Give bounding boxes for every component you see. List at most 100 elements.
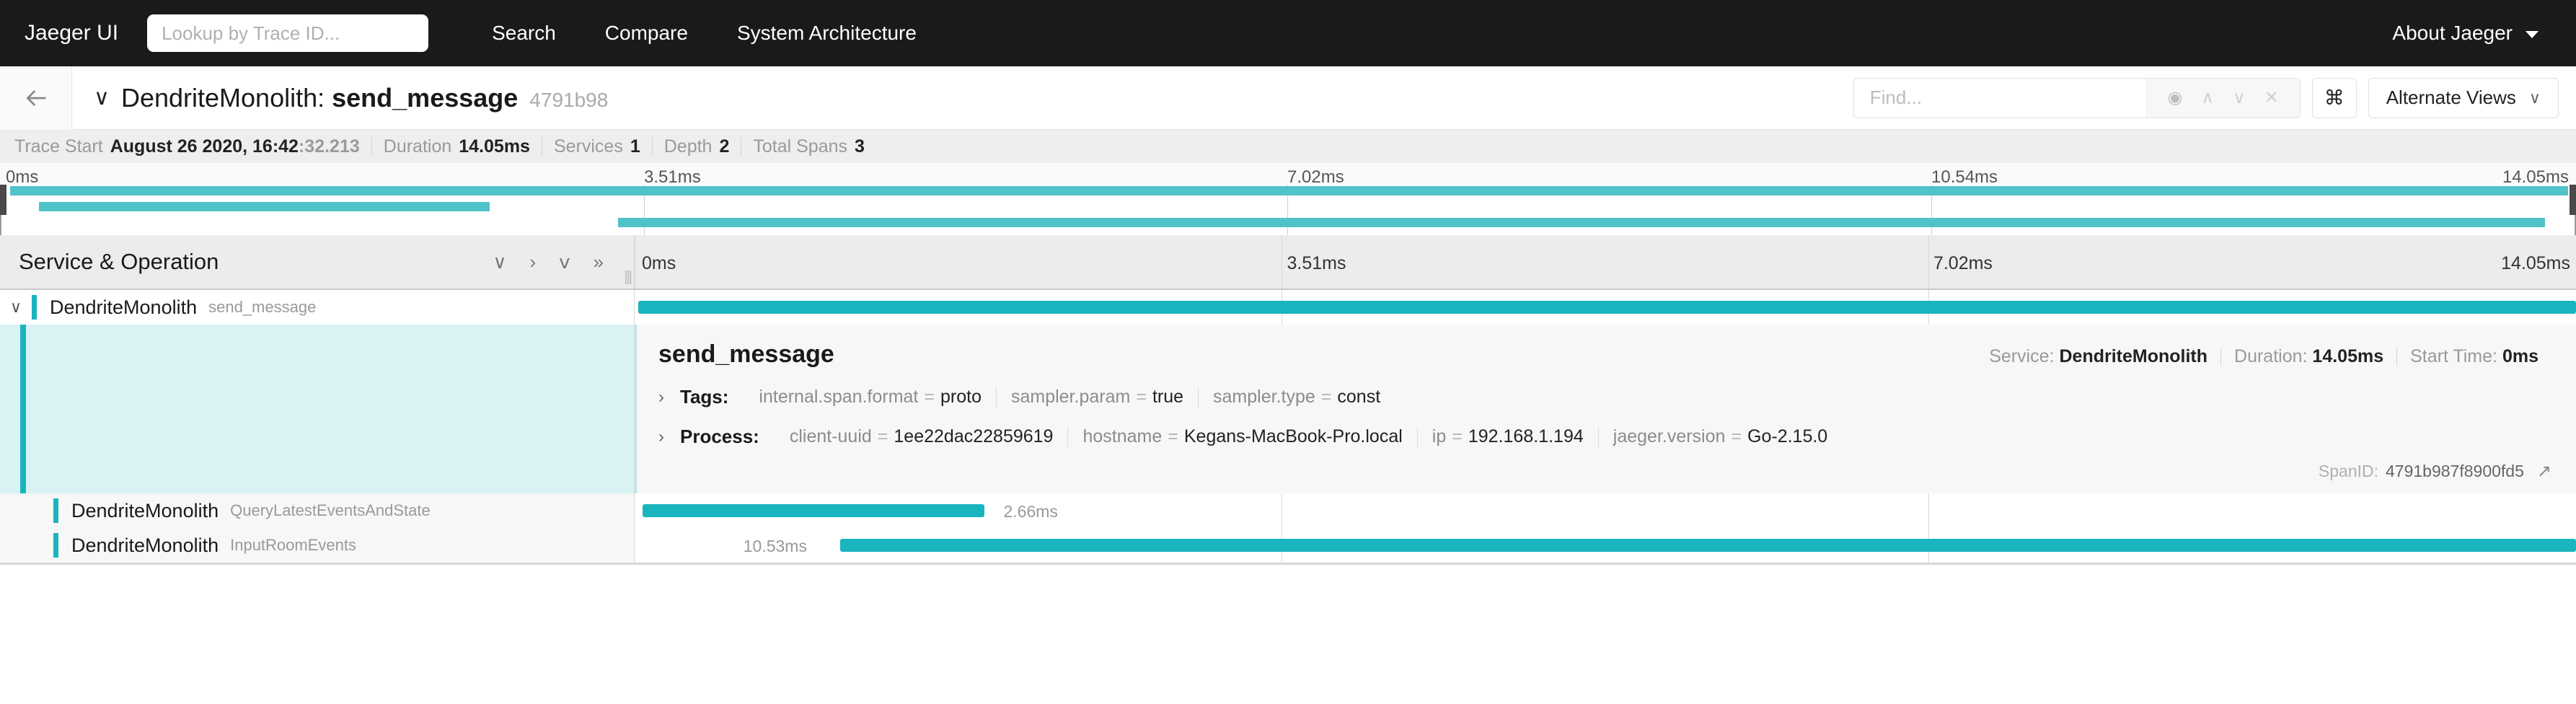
arrow-left-icon bbox=[25, 89, 45, 106]
timeline-gridline bbox=[1928, 235, 1930, 289]
divider bbox=[1597, 426, 1599, 447]
meta-label: Total Spans bbox=[753, 136, 848, 157]
process-item: hostname = Kegans-MacBook-Pro.local bbox=[1068, 426, 1416, 447]
meta-value: 3 bbox=[855, 136, 865, 157]
span-row-bar-cell[interactable] bbox=[635, 290, 2576, 325]
collapse-controls: ∨ › ⅴ » bbox=[481, 251, 634, 273]
trace-meta-bar: Trace Start August 26 2020, 16:42:32.213… bbox=[0, 130, 2576, 163]
equals-sign: = bbox=[1452, 426, 1463, 446]
fact-key: Duration: bbox=[2234, 346, 2308, 366]
tags-label: Tags: bbox=[680, 386, 729, 408]
divider bbox=[371, 137, 372, 156]
find-input[interactable]: Find... bbox=[1869, 87, 1922, 108]
about-jaeger-menu[interactable]: About Jaeger bbox=[2392, 22, 2513, 44]
tags-list: internal.span.format = proto sampler.param… bbox=[744, 387, 1395, 408]
trace-operation-name: send_message bbox=[332, 82, 519, 113]
minimap-tick-4: 14.05ms bbox=[2502, 167, 2569, 187]
chevron-down-icon[interactable]: ∨ bbox=[9, 298, 22, 316]
meta-value: 2 bbox=[719, 136, 730, 157]
divider bbox=[651, 137, 653, 156]
find-tools: ◉ ∧ ∨ ✕ bbox=[2145, 78, 2300, 118]
span-duration-bar[interactable] bbox=[840, 539, 2576, 552]
equals-sign: = bbox=[924, 387, 935, 407]
trace-title-collapse-chevron-icon[interactable]: ∨ bbox=[94, 86, 110, 110]
meta-value-fraction: :32.213 bbox=[298, 136, 360, 157]
span-row-label-cell[interactable]: DendriteMonolith InputRoomEvents bbox=[0, 528, 635, 563]
column-header-service-operation: Service & Operation bbox=[19, 249, 219, 274]
minimap-tick-1: 3.51ms bbox=[644, 167, 701, 187]
chevron-right-icon[interactable]: › bbox=[658, 387, 664, 407]
service-color-bar bbox=[53, 533, 58, 558]
alternate-views-dropdown[interactable]: Alternate Views ∨ bbox=[2368, 77, 2559, 118]
expand-one-icon[interactable]: ∨ bbox=[493, 250, 507, 273]
span-row-bar-cell[interactable]: 2.66ms bbox=[635, 493, 2576, 528]
span-duration-bar[interactable] bbox=[642, 504, 984, 517]
meta-label: Duration bbox=[383, 136, 452, 157]
column-resize-handle[interactable]: ||| bbox=[624, 269, 632, 285]
span-id-value: 4791b987f8900fd5 bbox=[2386, 462, 2524, 480]
minimap-drag-handle-left[interactable] bbox=[0, 185, 6, 215]
nav-link-compare[interactable]: Compare bbox=[604, 22, 688, 44]
nav-link-system-architecture[interactable]: System Architecture bbox=[736, 22, 917, 44]
back-button[interactable] bbox=[0, 66, 72, 130]
meta-trace-start: Trace Start August 26 2020, 16:42:32.213 bbox=[3, 136, 371, 157]
equals-sign: = bbox=[1320, 387, 1332, 407]
minimap-body[interactable] bbox=[0, 185, 2576, 235]
external-link-icon[interactable]: ↗ bbox=[2536, 462, 2551, 481]
span-duration-bar[interactable] bbox=[638, 301, 2576, 314]
minimap-tick-3: 10.54ms bbox=[1931, 167, 1998, 187]
expand-all-icon[interactable]: ⅴ bbox=[559, 250, 570, 273]
meta-value-main: August 26 2020, 16:42 bbox=[110, 136, 299, 157]
nav-link-search[interactable]: Search bbox=[492, 22, 556, 44]
tags-row[interactable]: › Tags: internal.span.format = proto sampl… bbox=[658, 386, 2551, 408]
minimap-span-bar bbox=[618, 218, 2546, 227]
clear-search-icon[interactable]: ✕ bbox=[2264, 88, 2279, 107]
span-service-name: DendriteMonolith bbox=[71, 499, 219, 522]
table-row[interactable]: ∨ DendriteMonolith send_message bbox=[0, 290, 2576, 325]
process-key: hostname bbox=[1082, 426, 1163, 446]
span-service-name: DendriteMonolith bbox=[71, 534, 219, 556]
table-row[interactable]: DendriteMonolith InputRoomEvents 10.53ms bbox=[0, 528, 2576, 563]
span-operation-name: InputRoomEvents bbox=[230, 536, 356, 554]
meta-label: Trace Start bbox=[14, 136, 103, 157]
nav-right-group: About Jaeger bbox=[2368, 22, 2538, 45]
minimap-ticks: 0ms 3.51ms 7.02ms 10.54ms 14.05ms bbox=[0, 163, 2576, 187]
span-id-label: SpanID: bbox=[2318, 462, 2379, 480]
next-match-icon[interactable]: ∨ bbox=[2233, 88, 2246, 107]
process-key: ip bbox=[1432, 426, 1447, 446]
table-row[interactable]: DendriteMonolith QueryLatestEventsAndSta… bbox=[0, 493, 2576, 528]
trace-id-lookup-input[interactable]: Lookup by Trace ID... bbox=[147, 14, 429, 52]
timeline-tick-1: 3.51ms bbox=[1287, 253, 1346, 273]
prev-match-icon[interactable]: ∧ bbox=[2201, 88, 2215, 107]
collapse-one-icon[interactable]: › bbox=[529, 250, 537, 273]
tag-item: internal.span.format = proto bbox=[744, 387, 996, 408]
brand-logo[interactable]: Jaeger UI bbox=[25, 21, 119, 45]
trace-service-name: DendriteMonolith: bbox=[120, 82, 325, 113]
span-detail-title: send_message bbox=[658, 340, 834, 368]
meta-total-spans: Total Spans 3 bbox=[741, 136, 876, 157]
minimap-span-bar bbox=[10, 186, 2569, 195]
timeline-scale-header: 0ms 3.51ms 7.02ms 10.54ms 14.05ms bbox=[635, 235, 2576, 289]
trace-minimap[interactable]: 0ms 3.51ms 7.02ms 10.54ms 14.05ms bbox=[0, 163, 2576, 235]
process-item: jaeger.version = Go-2.15.0 bbox=[1599, 426, 1842, 447]
collapse-all-icon[interactable]: » bbox=[593, 250, 604, 273]
trace-title-wrap: ∨ DendriteMonolith: send_message 4791b98 bbox=[72, 83, 608, 113]
service-operation-header: Service & Operation ∨ › ⅴ » ||| bbox=[0, 235, 635, 289]
span-operation-name: send_message bbox=[208, 298, 317, 316]
span-row-label-cell[interactable]: DendriteMonolith QueryLatestEventsAndSta… bbox=[0, 493, 635, 528]
trace-header: ∨ DendriteMonolith: send_message 4791b98… bbox=[0, 66, 2576, 130]
fact-key: Service: bbox=[1989, 346, 2055, 366]
keyboard-shortcuts-button[interactable]: ⌘ bbox=[2311, 77, 2357, 118]
find-box[interactable]: Find... ◉ ∧ ∨ ✕ bbox=[1853, 77, 2301, 118]
span-detail-start-time: Start Time: 0ms bbox=[2397, 346, 2551, 367]
process-row[interactable]: › Process: client-uuid = 1ee22dac22859619 … bbox=[658, 426, 2551, 448]
chevron-right-icon[interactable]: › bbox=[658, 426, 664, 446]
span-row-bar-cell[interactable]: 10.53ms bbox=[635, 528, 2576, 563]
meta-value: 1 bbox=[630, 136, 640, 157]
span-operation-name: QueryLatestEventsAndState bbox=[230, 501, 431, 519]
span-detail-service: Service: DendriteMonolith bbox=[1976, 346, 2220, 367]
minimap-drag-handle-right[interactable] bbox=[2570, 185, 2576, 215]
span-row-label-cell[interactable]: ∨ DendriteMonolith send_message bbox=[0, 290, 635, 325]
focus-match-icon[interactable]: ◉ bbox=[2167, 88, 2183, 107]
span-detail-panel: send_message Service: DendriteMonolith D… bbox=[0, 325, 2576, 493]
